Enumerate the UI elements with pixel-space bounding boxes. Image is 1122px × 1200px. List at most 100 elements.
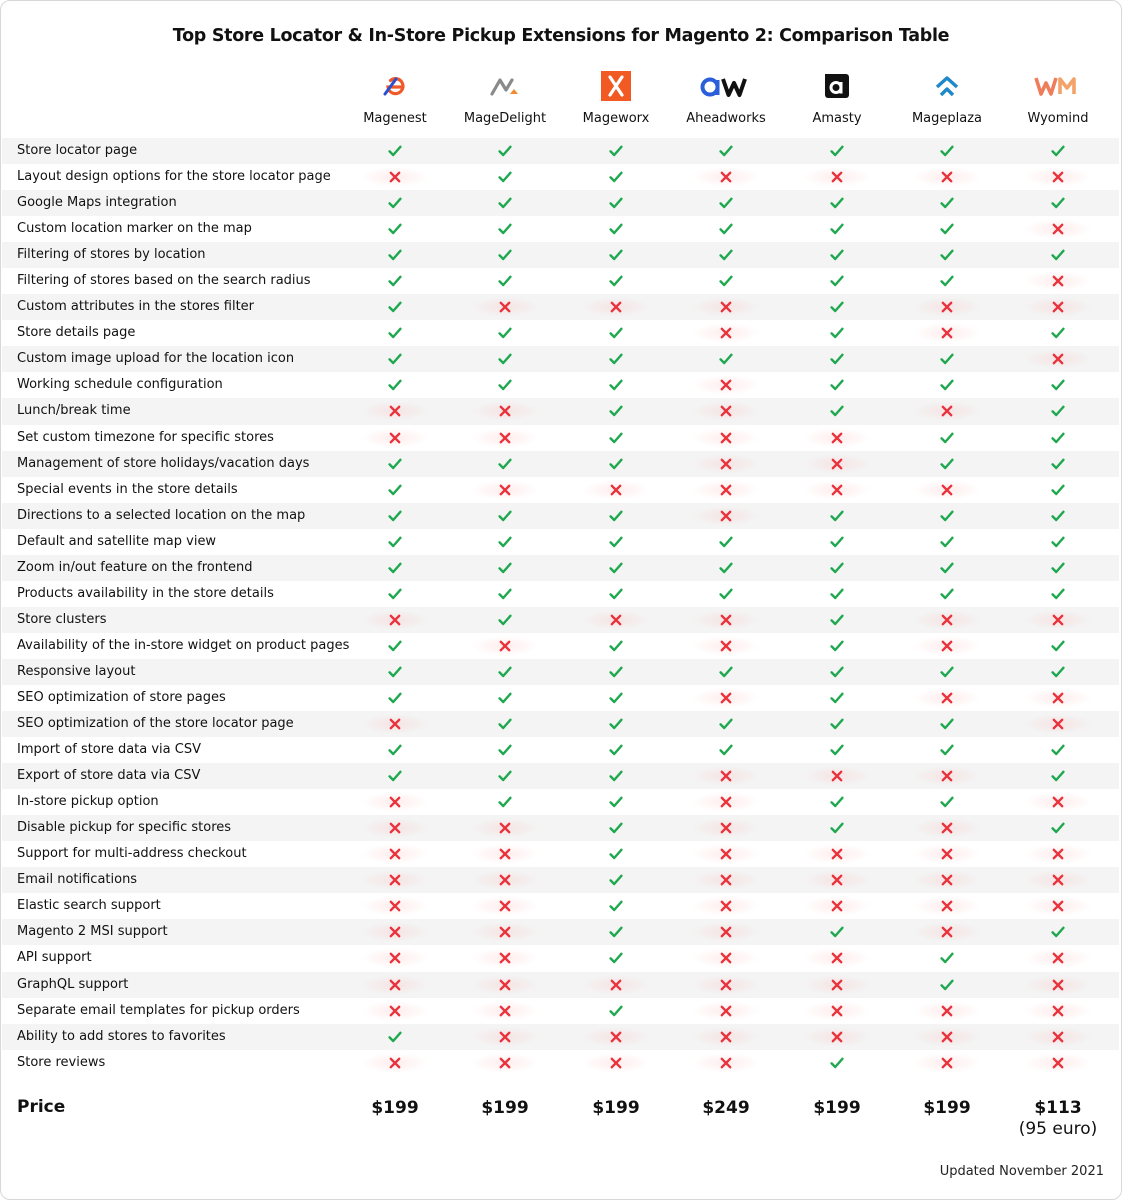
cross-icon (887, 1049, 1007, 1076)
feature-label: Disable pickup for specific stores (17, 820, 232, 836)
price-value: $199 (813, 1098, 861, 1118)
cross-icon (887, 1023, 1007, 1050)
check-icon (998, 425, 1118, 451)
check-icon (998, 633, 1118, 659)
check-icon (887, 555, 1007, 581)
cross-icon (998, 684, 1118, 711)
cross-icon (335, 971, 455, 998)
table-row: Working schedule configuration (2, 372, 1119, 399)
check-icon (556, 190, 676, 216)
check-icon (556, 633, 676, 659)
cross-icon (335, 945, 455, 972)
check-icon (335, 346, 455, 372)
cross-icon (445, 893, 565, 920)
cross-icon (998, 216, 1118, 243)
cross-icon (556, 294, 676, 321)
check-icon (556, 659, 676, 685)
price-magenest: $199 (335, 1098, 455, 1119)
cross-icon (445, 997, 565, 1024)
cross-icon (335, 893, 455, 920)
check-icon (335, 659, 455, 685)
cross-icon (887, 815, 1007, 842)
table-row: Email notifications (2, 867, 1119, 894)
cross-icon (666, 502, 786, 529)
amasty-logo (777, 70, 897, 102)
check-icon (666, 216, 786, 242)
vendor-aheadworks: Aheadworks (666, 70, 786, 126)
feature-label: Default and satellite map view (17, 533, 217, 549)
check-icon (556, 763, 676, 789)
check-icon (556, 242, 676, 268)
feature-label: SEO optimization of the store locator pa… (17, 716, 294, 732)
cross-icon (998, 893, 1118, 920)
check-icon (998, 503, 1118, 529)
cross-icon (998, 268, 1118, 295)
vendor-mageplaza: Mageplaza (887, 70, 1007, 126)
check-icon (777, 919, 897, 945)
table-row: Special events in the store details (2, 476, 1119, 503)
feature-label: Custom image upload for the location ico… (17, 351, 295, 367)
cross-icon (335, 606, 455, 633)
cross-icon (887, 919, 1007, 946)
check-icon (887, 945, 1007, 971)
check-icon (335, 633, 455, 659)
check-icon (556, 815, 676, 841)
check-icon (998, 529, 1118, 555)
check-icon (887, 711, 1007, 737)
cross-icon (445, 867, 565, 894)
check-icon (666, 138, 786, 164)
check-icon (335, 1024, 455, 1050)
cross-icon (666, 893, 786, 920)
check-icon (556, 164, 676, 190)
table-row: Ability to add stores to favorites (2, 1023, 1119, 1050)
feature-label: Store details page (17, 325, 136, 341)
magenest-logo (335, 70, 455, 102)
cross-icon (887, 763, 1007, 790)
cross-icon (335, 424, 455, 451)
vendor-magedelight: MageDelight (445, 70, 565, 126)
check-icon (777, 190, 897, 216)
cross-icon (335, 867, 455, 894)
check-icon (445, 789, 565, 815)
cross-icon (445, 971, 565, 998)
cross-icon (666, 294, 786, 321)
check-icon (777, 268, 897, 294)
cross-icon (666, 789, 786, 816)
check-icon (887, 372, 1007, 398)
cross-icon (887, 398, 1007, 425)
cross-icon (556, 1049, 676, 1076)
check-icon (777, 633, 897, 659)
mageworx-logo (556, 70, 676, 102)
table-row: Availability of the in-store widget on p… (2, 632, 1119, 659)
vendor-name: MageDelight (463, 111, 547, 126)
cross-icon (666, 164, 786, 191)
check-icon (887, 242, 1007, 268)
vendor-name: Wyomind (1027, 111, 1089, 126)
check-icon (335, 451, 455, 477)
check-icon (777, 711, 897, 737)
check-icon (777, 659, 897, 685)
cross-icon (335, 919, 455, 946)
feature-label: Import of store data via CSV (17, 742, 201, 758)
vendor-name: Mageplaza (911, 111, 983, 126)
check-icon (998, 190, 1118, 216)
check-icon (445, 763, 565, 789)
table-row: SEO optimization of the store locator pa… (2, 711, 1119, 738)
table-row: Support for multi-address checkout (2, 841, 1119, 868)
vendor-name: Mageworx (582, 111, 650, 126)
cross-icon (335, 164, 455, 191)
check-icon (887, 425, 1007, 451)
cross-icon (666, 867, 786, 894)
feature-label: Filtering of stores based on the search … (17, 273, 311, 289)
cross-icon (335, 789, 455, 816)
table-row: Google Maps integration (2, 190, 1119, 217)
check-icon (887, 972, 1007, 998)
feature-rows: Store locator page Layout design options … (2, 138, 1119, 1076)
cross-icon (777, 450, 897, 477)
price-mageplaza: $199 (887, 1098, 1007, 1119)
cross-icon (335, 841, 455, 868)
cross-icon (666, 684, 786, 711)
feature-label: Availability of the in-store widget on p… (17, 637, 350, 653)
check-icon (335, 216, 455, 242)
cross-icon (666, 606, 786, 633)
